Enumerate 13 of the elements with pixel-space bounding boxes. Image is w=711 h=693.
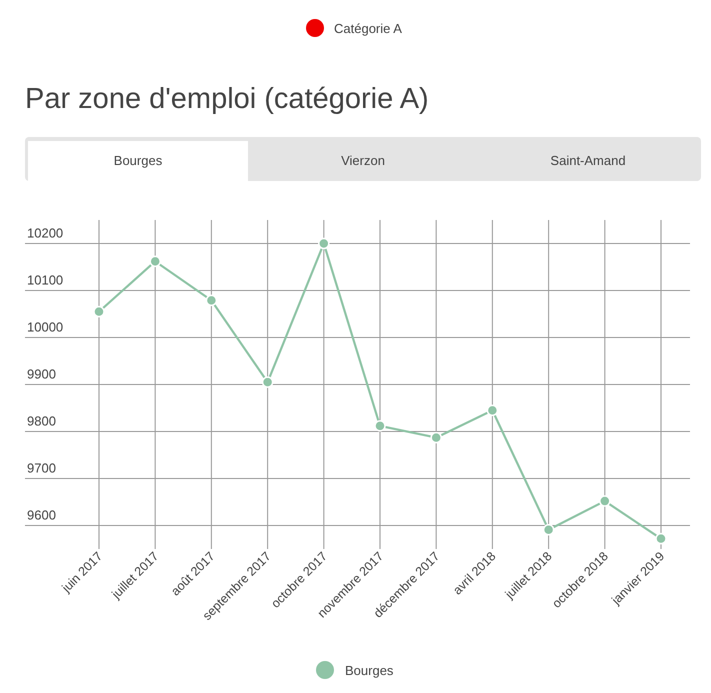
legend-label: Bourges [345,663,394,678]
text: Vierzon [341,153,385,168]
y-tick-label: 10200 [27,226,64,240]
y-tick-label: 9800 [27,414,56,428]
y-tick-label: 9700 [27,460,56,476]
y-tick-label: 9900 [27,366,56,382]
y-tick-label: 9600 [27,508,56,522]
text: Catégorie A [334,21,402,36]
text: Bourges [114,153,163,168]
y-tick-label: 10000 [27,320,64,334]
text: Saint-Amand [550,153,626,168]
chart-title: Par zone d'emploi (catégorie A) [25,83,429,115]
y-tick-label: 10100 [27,272,64,288]
